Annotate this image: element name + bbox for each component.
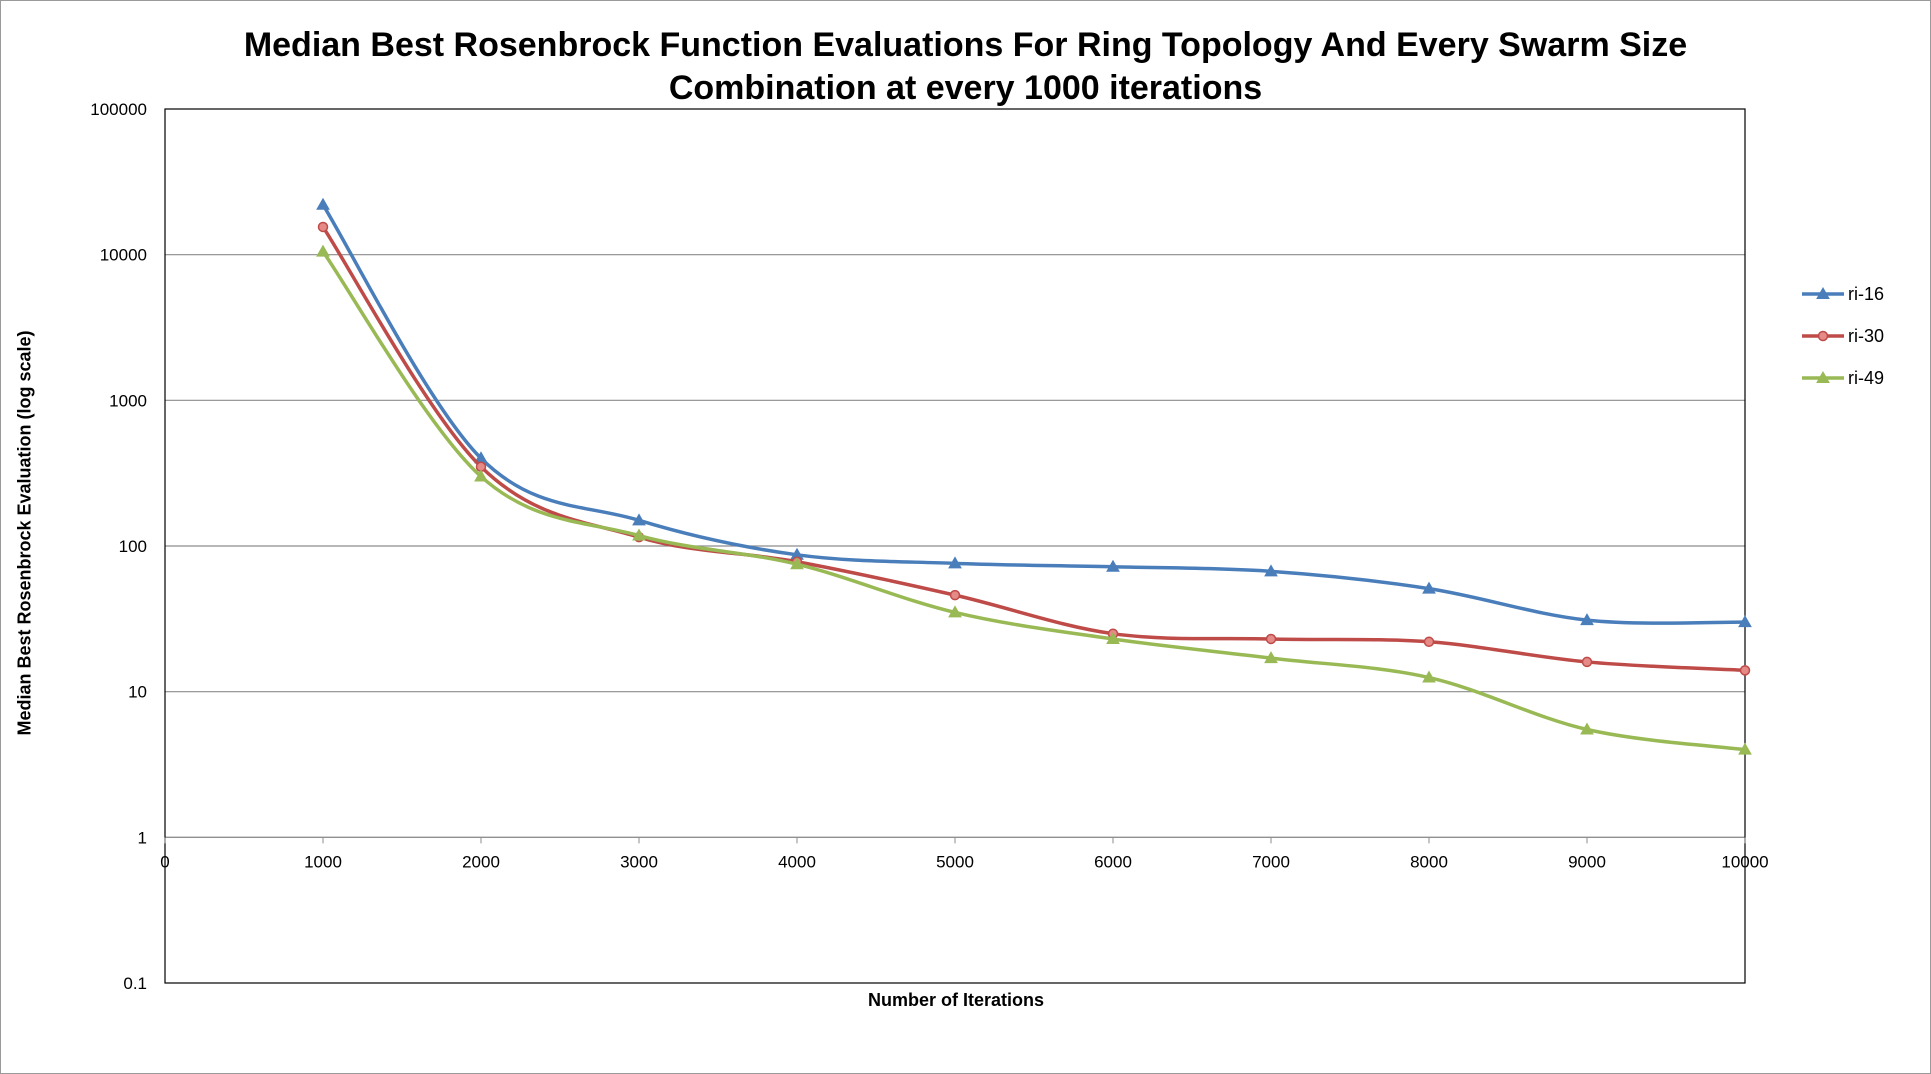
x-tick-label: 9000 bbox=[1568, 852, 1606, 871]
y-tick-label: 100 bbox=[119, 537, 147, 556]
legend-marker bbox=[1816, 286, 1830, 299]
data-point bbox=[1106, 559, 1120, 572]
y-tick-label: 10000 bbox=[100, 246, 147, 265]
x-tick-label: 1000 bbox=[304, 852, 342, 871]
data-point bbox=[316, 244, 330, 257]
x-axis-label: Number of Iterations bbox=[867, 990, 1045, 1010]
data-point bbox=[474, 469, 488, 482]
data-point bbox=[1739, 665, 1751, 676]
series-line bbox=[321, 203, 1746, 625]
data-point bbox=[949, 589, 961, 601]
data-point bbox=[1580, 722, 1594, 735]
x-tick-label: 10000 bbox=[1721, 852, 1768, 871]
legend-label: ri-16 bbox=[1848, 284, 1884, 304]
x-tick-label: 2000 bbox=[462, 852, 500, 871]
axis-ticks: 0.1 1 10 100 1000 10000 100000 0 1000 2000 3000 400… bbox=[90, 100, 1768, 993]
series-lines bbox=[316, 197, 1752, 755]
chart-title-line-2: Combination at every 1000 iterations bbox=[668, 69, 1263, 107]
data-point bbox=[632, 513, 646, 526]
data-point bbox=[1581, 656, 1593, 668]
y-tick-label: 1 bbox=[138, 828, 147, 847]
data-point bbox=[1738, 742, 1752, 755]
x-tick-label: 7000 bbox=[1252, 852, 1290, 871]
data-point bbox=[1264, 564, 1278, 577]
y-tick-label: 10 bbox=[128, 683, 147, 702]
data-point bbox=[1422, 581, 1436, 594]
data-point bbox=[316, 197, 330, 210]
series-ri-49 bbox=[316, 244, 1752, 755]
legend-item-ri-30: ri-30 bbox=[1802, 326, 1884, 346]
data-point bbox=[1580, 613, 1594, 626]
series-line bbox=[321, 225, 1746, 673]
y-axis-label: Median Best Rosenbrock Evaluation (log s… bbox=[14, 330, 35, 736]
legend-marker bbox=[1816, 370, 1830, 383]
series-line bbox=[321, 250, 1746, 752]
x-tick-label: 8000 bbox=[1410, 852, 1448, 871]
chart-title-line-1: Median Best Rosenbrock Function Evaluati… bbox=[243, 26, 1688, 64]
data-point bbox=[1423, 636, 1435, 648]
legend-item-ri-16: ri-16 bbox=[1802, 284, 1884, 304]
legend: ri-16 ri-30 ri-49 bbox=[1802, 284, 1884, 388]
x-tick-label: 4000 bbox=[778, 852, 816, 871]
y-tick-label: 0.1 bbox=[123, 974, 147, 993]
x-tick-label: 6000 bbox=[1094, 852, 1132, 871]
data-point bbox=[1106, 631, 1120, 644]
data-point bbox=[948, 605, 962, 618]
series-ri-30 bbox=[317, 221, 1751, 676]
data-point bbox=[632, 528, 646, 541]
legend-marker bbox=[1817, 330, 1829, 342]
data-point bbox=[948, 556, 962, 569]
data-point bbox=[1264, 651, 1278, 664]
data-point bbox=[317, 221, 329, 233]
legend-item-ri-49: ri-49 bbox=[1802, 368, 1884, 388]
x-tick-label: 0 bbox=[160, 852, 169, 871]
data-point bbox=[1265, 633, 1277, 645]
legend-label: ri-49 bbox=[1848, 368, 1884, 388]
data-point bbox=[790, 557, 804, 570]
data-point bbox=[1422, 670, 1436, 683]
series-ri-16 bbox=[316, 197, 1752, 628]
x-tick-label: 5000 bbox=[936, 852, 974, 871]
data-point bbox=[1738, 615, 1752, 628]
legend-label: ri-30 bbox=[1848, 326, 1884, 346]
y-tick-label: 1000 bbox=[109, 391, 147, 410]
y-tick-label: 100000 bbox=[90, 100, 147, 119]
plot-area-border bbox=[164, 108, 1746, 984]
x-tick-label: 3000 bbox=[620, 852, 658, 871]
